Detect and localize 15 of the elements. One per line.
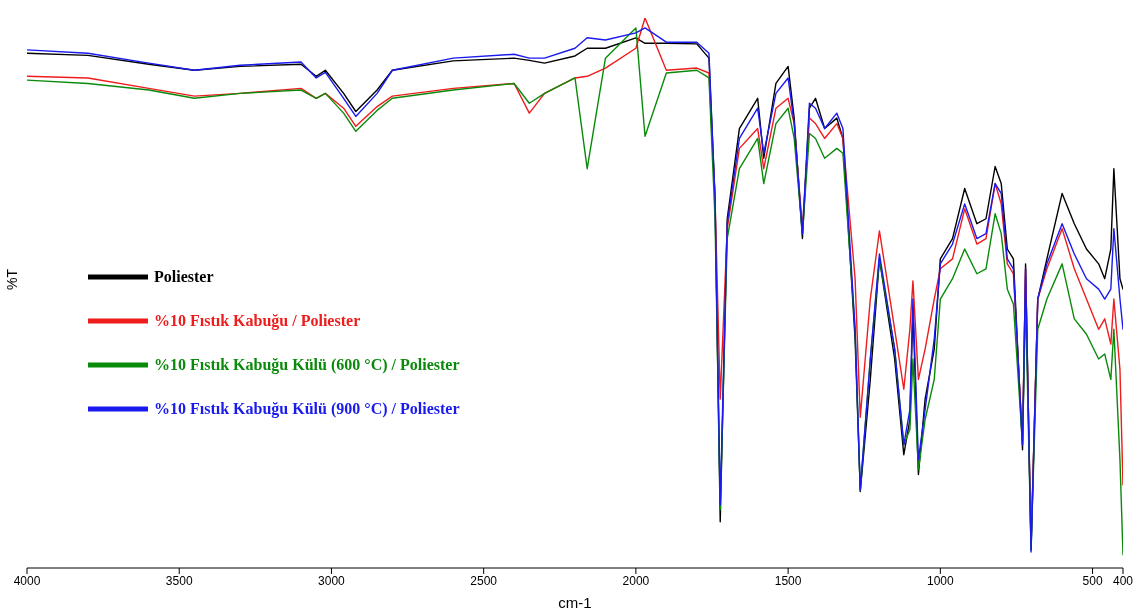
x-tick-label: 500 — [1082, 573, 1103, 588]
x-tick-label: 3500 — [165, 573, 193, 588]
x-tick-label: 1000 — [926, 573, 954, 588]
x-tick-label: 2500 — [470, 573, 498, 588]
y-axis-title: %T — [4, 269, 20, 290]
legend-label: Poliester — [154, 268, 214, 286]
x-tick-label: 3000 — [318, 573, 346, 588]
x-tick-label: 4000 — [13, 573, 41, 588]
legend-label: %10 Fıstık Kabuğu Külü (900 °C) / Poliester — [154, 400, 460, 418]
x-axis-title: cm-1 — [558, 594, 592, 610]
x-tick-label: 2000 — [622, 573, 650, 588]
legend-label: %10 Fıstık Kabuğu / Poliester — [154, 312, 361, 330]
x-tick-label: 1500 — [774, 573, 802, 588]
legend-label: %10 Fıstık Kabuğu Külü (600 °C) / Poliester — [154, 356, 460, 374]
x-tick-label: 400 — [1112, 573, 1134, 588]
